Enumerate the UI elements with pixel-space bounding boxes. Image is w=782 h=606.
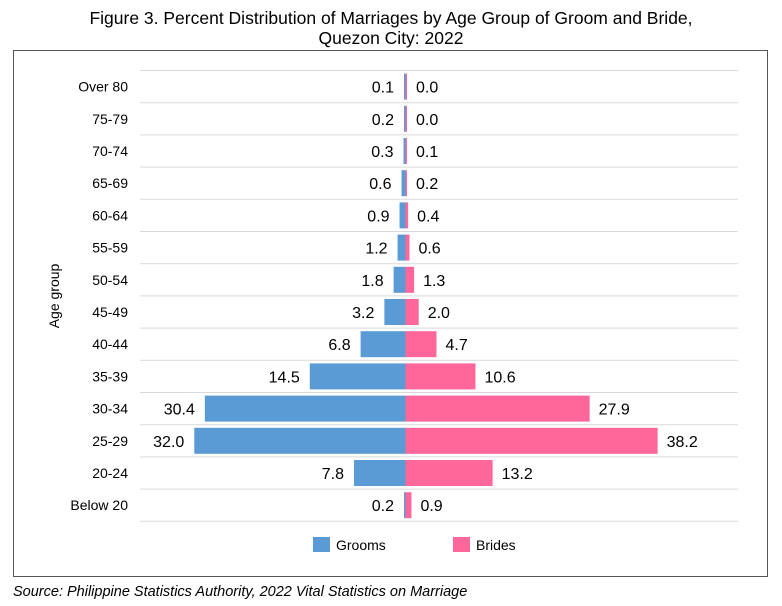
category-label: 65-69 [92,175,128,191]
groom-bar [204,395,406,422]
y-axis-title: Age group [46,263,62,328]
groom-value-label: 6.8 [328,337,350,354]
groom-value-label: 0.6 [369,176,391,193]
bride-bar [405,138,407,164]
groom-bar [404,105,406,132]
bride-value-label: 0.4 [417,208,439,225]
bride-value-label: 13.2 [502,466,533,483]
category-label: 30-34 [92,401,128,417]
groom-value-label: 0.9 [367,208,389,225]
legend-swatch-grooms [313,537,330,552]
groom-bar [393,266,406,293]
category-label: 25-29 [92,433,128,449]
groom-value-label: 30.4 [164,402,195,419]
groom-bar [403,138,406,164]
groom-bar [404,73,406,100]
source-note: Source: Philippine Statistics Authority,… [13,584,468,600]
bride-bar [405,170,407,197]
bride-bar [405,299,419,325]
chart-title-line-2: Quezon City: 2022 [318,28,464,48]
bride-value-label: 0.0 [416,112,438,129]
groom-value-label: 3.2 [352,305,374,322]
groom-bar [399,202,406,229]
groom-bar [384,299,406,325]
groom-bar [354,460,406,486]
bride-bar [405,266,415,293]
groom-bar [397,234,406,261]
legend-swatch-brides [453,537,470,552]
bride-bar [405,105,407,132]
groom-value-label: 7.8 [322,466,344,483]
groom-bar [401,170,406,197]
groom-value-label: 1.8 [361,273,383,290]
legend-label-grooms: Grooms [336,537,386,553]
bride-bar [405,234,410,261]
bride-value-label: 0.9 [420,498,442,515]
bride-bar [405,331,437,358]
category-label: Over 80 [78,79,128,95]
bride-bar [405,460,493,486]
bride-value-label: 10.6 [484,369,515,386]
bride-value-label: 0.0 [416,80,438,97]
bride-value-label: 38.2 [667,434,698,451]
groom-value-label: 0.1 [372,80,394,97]
category-label: 20-24 [92,465,128,481]
category-label: 75-79 [92,111,128,127]
legend-label-brides: Brides [476,537,516,553]
bride-value-label: 0.2 [416,176,438,193]
bride-bar [405,202,409,229]
groom-bar [309,363,406,390]
groom-value-label: 14.5 [269,369,300,386]
category-label: Below 20 [70,497,128,513]
bride-value-label: 27.9 [599,402,630,419]
category-label: 40-44 [92,336,128,352]
bride-value-label: 0.1 [416,144,438,161]
bride-value-label: 0.6 [418,241,440,258]
groom-bar [404,492,406,519]
category-label: 60-64 [92,207,128,223]
bride-bar [405,73,407,100]
groom-value-label: 1.2 [365,241,387,258]
groom-value-label: 32.0 [153,434,184,451]
bride-bar [405,395,590,422]
category-label: 70-74 [92,143,128,159]
groom-value-label: 0.3 [371,144,393,161]
category-label: 50-54 [92,272,128,288]
bride-bar [405,492,412,519]
bride-bar [405,363,476,390]
groom-bar [194,427,406,454]
category-label: 55-59 [92,240,128,256]
category-label: 35-39 [92,368,128,384]
bride-value-label: 1.3 [423,273,445,290]
bride-value-label: 2.0 [428,305,450,322]
chart-title-line-1: Figure 3. Percent Distribution of Marria… [89,8,693,28]
groom-bar [360,331,406,358]
chart-title: Figure 3. Percent Distribution of Marria… [0,8,782,48]
groom-value-label: 0.2 [372,112,394,129]
bride-bar [405,427,658,454]
groom-value-label: 0.2 [372,498,394,515]
chart-frame [13,50,768,577]
bride-value-label: 4.7 [446,337,468,354]
category-label: 45-49 [92,304,128,320]
